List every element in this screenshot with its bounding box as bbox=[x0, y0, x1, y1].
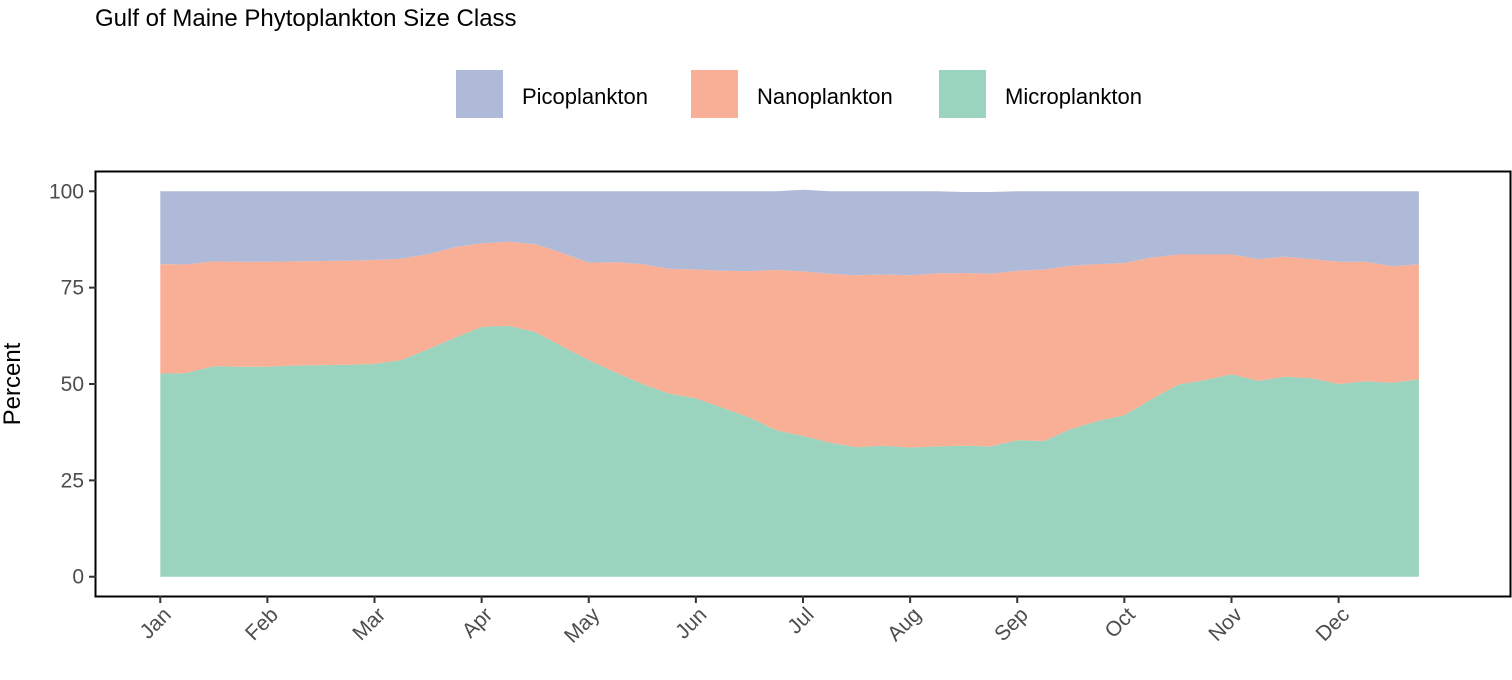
legend-label-microplankton: Microplankton bbox=[1005, 84, 1142, 109]
legend-label-picoplankton: Picoplankton bbox=[522, 84, 648, 109]
chart-title: Gulf of Maine Phytoplankton Size Class bbox=[95, 5, 517, 32]
y-tick-label: 25 bbox=[61, 469, 84, 492]
x-tick-label: Aug bbox=[883, 603, 926, 646]
x-tick-label: Jun bbox=[671, 603, 711, 643]
x-tick-label: Mar bbox=[348, 603, 390, 645]
y-tick-label: 50 bbox=[61, 373, 84, 396]
x-tick-label: Nov bbox=[1204, 603, 1247, 646]
y-tick-label: 0 bbox=[72, 566, 84, 589]
area-picoplankton bbox=[160, 189, 1419, 276]
x-tick-label: Apr bbox=[458, 603, 497, 642]
legend-key-picoplankton bbox=[456, 70, 503, 118]
x-tick-label: May bbox=[560, 603, 605, 648]
legend: Picoplankton Nanoplankton Microplankton bbox=[456, 70, 1142, 118]
legend-label-nanoplankton: Nanoplankton bbox=[757, 84, 893, 109]
y-axis: 0 25 50 75 100 bbox=[49, 180, 96, 589]
x-tick-label: Dec bbox=[1311, 603, 1354, 646]
y-tick-label: 100 bbox=[49, 180, 84, 203]
x-tick-label: Jul bbox=[783, 603, 818, 638]
x-tick-label: Feb bbox=[241, 603, 283, 645]
x-tick-label: Oct bbox=[1101, 603, 1140, 642]
legend-key-nanoplankton bbox=[691, 70, 738, 118]
x-tick-label: Sep bbox=[990, 603, 1033, 646]
x-axis: Jan Feb Mar Apr May Jun Jul Aug Sep Oct Nov Dec bbox=[136, 596, 1354, 648]
y-tick-label: 75 bbox=[61, 277, 84, 300]
area-layer bbox=[160, 189, 1419, 577]
area-microplankton bbox=[160, 325, 1419, 577]
x-tick-label: Jan bbox=[136, 603, 176, 643]
legend-key-microplankton bbox=[939, 70, 986, 118]
area-nanoplankton bbox=[160, 241, 1419, 448]
y-axis-title: Percent bbox=[0, 342, 26, 425]
